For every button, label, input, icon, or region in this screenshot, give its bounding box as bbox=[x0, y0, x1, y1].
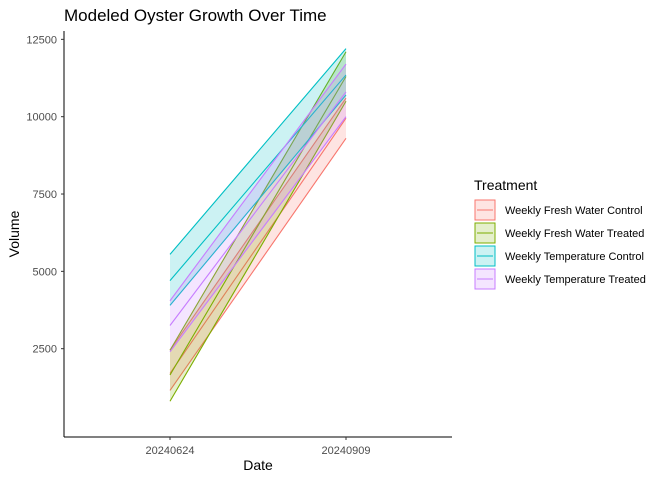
series-line-lower bbox=[169, 116, 347, 353]
legend-label: Weekly Fresh Water Control bbox=[505, 205, 643, 217]
series-line-mid bbox=[169, 76, 347, 376]
y-tick-label: 12500 bbox=[26, 34, 57, 46]
series-line-upper bbox=[169, 97, 347, 351]
series-line-lower bbox=[169, 100, 347, 402]
chart-title: Modeled Oyster Growth Over Time bbox=[64, 6, 327, 25]
series-line-mid bbox=[169, 117, 347, 374]
legend-label: Weekly Fresh Water Treated bbox=[505, 228, 644, 240]
x-tick-label: 20240624 bbox=[146, 445, 195, 457]
y-axis-title: Volume bbox=[6, 210, 22, 257]
legend-label: Weekly Temperature Treated bbox=[505, 274, 646, 286]
legend-item: Weekly Temperature Treated bbox=[474, 268, 646, 290]
y-tick-label: 10000 bbox=[26, 112, 57, 124]
legend-item: Weekly Fresh Water Control bbox=[474, 199, 643, 221]
series-line-lower bbox=[169, 138, 347, 391]
ribbon-fill bbox=[170, 98, 346, 391]
legend-item: Weekly Fresh Water Treated bbox=[474, 222, 644, 244]
y-axis-ticks: 2500 5000 7500 10000 12500 bbox=[26, 34, 64, 356]
y-tick-label: 5000 bbox=[33, 266, 57, 278]
series-band-3 bbox=[169, 63, 347, 353]
y-tick-label: 7500 bbox=[33, 189, 57, 201]
series-band-0 bbox=[169, 97, 347, 391]
legend: Treatment Weekly Fresh Water Control Week… bbox=[474, 177, 646, 290]
x-axis-ticks: 20240624 20240909 bbox=[146, 437, 371, 457]
y-tick-label: 2500 bbox=[33, 344, 57, 356]
series-line-upper bbox=[169, 63, 347, 302]
series-line-upper bbox=[169, 48, 347, 255]
x-tick-label: 20240909 bbox=[322, 445, 371, 457]
legend-label: Weekly Temperature Control bbox=[505, 251, 644, 263]
series-line-mid bbox=[169, 74, 347, 281]
legend-item: Weekly Temperature Control bbox=[474, 245, 644, 267]
legend-title: Treatment bbox=[474, 177, 537, 193]
x-axis-title: Date bbox=[243, 457, 273, 473]
series-bands bbox=[169, 48, 347, 402]
series-line-mid bbox=[169, 91, 347, 326]
